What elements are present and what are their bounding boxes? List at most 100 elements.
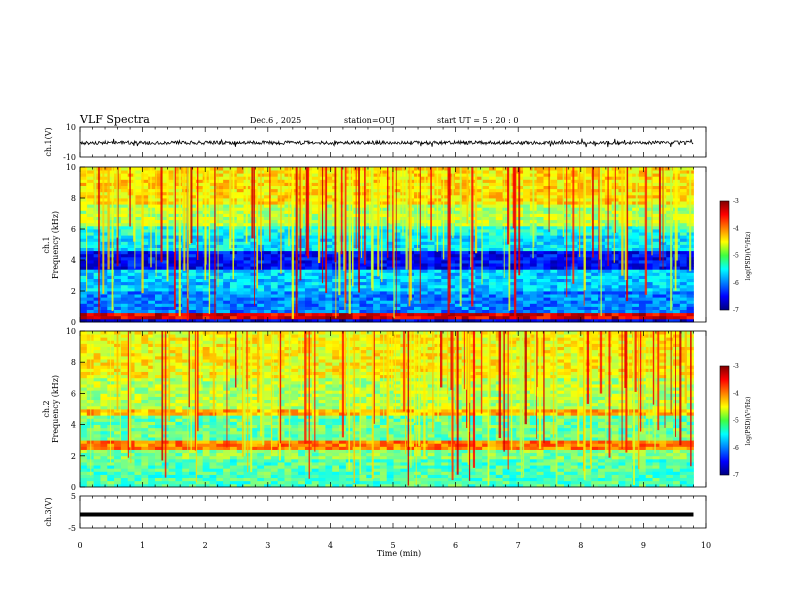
ch1-spectrogram-cell [277, 278, 285, 283]
ch1-spectrogram-cell [86, 213, 95, 217]
ch1-spectrogram-cell [591, 179, 599, 183]
ch1-spectrogram-cell [223, 263, 231, 267]
ch1-spectrogram-cell [216, 188, 224, 193]
ch1-spectrogram-cell [134, 294, 142, 298]
ch1-spectrogram-cell [223, 318, 231, 323]
ch1-spectrogram-cell [120, 216, 129, 221]
ch1-spectrogram-streak [532, 167, 534, 259]
ch1-spectrogram-cell [625, 272, 633, 276]
ch1-spectrogram-cell [325, 225, 333, 230]
ch1-spectrogram-cell [189, 269, 197, 273]
ch1-spectrogram-cell [86, 225, 95, 230]
ch1-spectrogram-cell [482, 294, 490, 298]
ch1-spectrogram-cell [291, 300, 299, 304]
ch2-spectrogram-cell [100, 409, 108, 413]
ch1-spectrogram-cell [625, 188, 633, 193]
ch1-spectrogram-cell [557, 263, 565, 267]
ch1-spectrogram-cell [502, 275, 510, 279]
ch1-spectrogram-cell [523, 182, 531, 186]
ch1-spectrogram-cell [393, 225, 401, 230]
ch1-spectrogram-cell [216, 250, 224, 255]
ch2-spectrogram-cell [100, 331, 108, 335]
ch1-spectrogram-cell [638, 253, 647, 258]
ch1-spectrogram-cell [93, 198, 101, 202]
ch1-spectrogram-cell [304, 275, 313, 279]
ch1-spectrogram-streak [663, 167, 665, 243]
ch1-spectrogram-cell [536, 167, 544, 171]
ch1-spectrogram-cell [400, 198, 408, 202]
ch1-spectrogram-cell [625, 263, 633, 267]
ch1-spectrogram-cell [100, 315, 108, 320]
ch1-spectrogram-cell [359, 244, 367, 248]
ch1-spectrogram-cell [502, 247, 510, 252]
ch1-spectrogram-cell [420, 294, 429, 298]
ch1-spectrogram-cell [516, 312, 524, 317]
ch1-spectrogram-cell [679, 244, 688, 248]
ch1-spectrogram-cell [311, 287, 319, 292]
ch1-spectrogram-cell [645, 281, 653, 286]
ch1-spectrogram-streak [419, 167, 421, 304]
ch2-spectrogram-cell [80, 402, 88, 407]
ch1-spectrogram-cell [277, 315, 285, 320]
ch2-spectrogram-cell [120, 430, 129, 435]
ch1-spectrogram-cell [373, 297, 381, 301]
ch1-spectrogram-cell [625, 170, 633, 174]
ch1-spectrogram-cell [250, 182, 258, 186]
ch1-spectrogram-cell [441, 185, 449, 190]
ch1-spectrogram-cell [250, 247, 258, 252]
ch1-spectrogram-cell [611, 312, 619, 317]
ch1-spectrogram-cell [339, 300, 347, 304]
ch1-spectrogram-cell [414, 275, 422, 279]
ch1-spectrogram-cell [209, 291, 217, 295]
ch1-spectrogram-cell [93, 297, 101, 301]
ch1-spectrogram-cell [216, 263, 224, 267]
ch1-spectrogram-cell [427, 263, 435, 267]
ch1-spectrogram-cell [563, 170, 572, 174]
ch1-spectrogram-cell [284, 201, 292, 205]
ch1-spectrogram-cell [86, 275, 95, 279]
ch1-spectrogram-cell [488, 235, 497, 239]
ch1-spectrogram-cell [454, 300, 463, 304]
ch1-spectrogram-streak [621, 167, 624, 276]
ch1-spectrogram-cell [202, 309, 210, 314]
ch1-spectrogram-cell [379, 241, 388, 245]
ch1-spectrogram-cell [529, 306, 538, 310]
ch1-spectrogram-cell [495, 300, 504, 304]
ch2-spectrogram-cell [80, 371, 88, 376]
ch1-spectrogram-cell [182, 188, 190, 193]
ch1-spectrogram-cell [570, 284, 578, 289]
ch1-spectrogram-cell [311, 216, 319, 221]
ch1-spectrogram-cell [611, 297, 619, 301]
ch1-spectrogram-cell [584, 182, 592, 186]
ch1-spectrogram-cell [679, 232, 688, 236]
ch1-spectrogram-streak [510, 167, 512, 224]
ch1-spectrogram-cell [270, 191, 279, 196]
ch1-spectrogram-cell [352, 315, 360, 320]
ch1-spectrogram-cell [339, 198, 347, 202]
ch1-spectrogram-cell [570, 247, 578, 252]
ch1-spectrogram-cell [591, 281, 599, 286]
ch1-spectrogram-cell [482, 263, 490, 267]
ch1-spectrogram-cell [284, 179, 292, 183]
ch1-spectrogram-cell [652, 225, 660, 230]
ch1-spectrogram-cell [373, 272, 381, 276]
ch1-spectrogram-cell [652, 315, 660, 320]
ch1-spectrogram-cell [488, 229, 497, 233]
ch1-spectrogram-cell [441, 244, 449, 248]
ch1-spectrogram-cell [264, 191, 272, 196]
ch1-spectrogram-cell [536, 198, 544, 202]
ch2-spectrogram-cell [100, 421, 108, 425]
ch1-spectrogram-cell [441, 210, 449, 214]
ch1-spectrogram-cell [93, 213, 101, 217]
ch1-spectrogram-cell [168, 297, 176, 301]
ch1-spectrogram-cell [264, 213, 272, 217]
ch2-spectrogram-cell [100, 396, 108, 401]
ch1-spectrogram-cell [168, 225, 176, 230]
ch1-spectrogram-cell [86, 182, 95, 186]
ch1-spectrogram-cell [659, 306, 667, 310]
ch1-spectrogram-cell [209, 247, 217, 252]
ch1-spectrogram-streak [518, 167, 521, 276]
ch1-spectrogram-cell [339, 306, 347, 310]
ch1-spectrogram-cell [182, 312, 190, 317]
ch1-spectrogram-cell [482, 204, 490, 208]
